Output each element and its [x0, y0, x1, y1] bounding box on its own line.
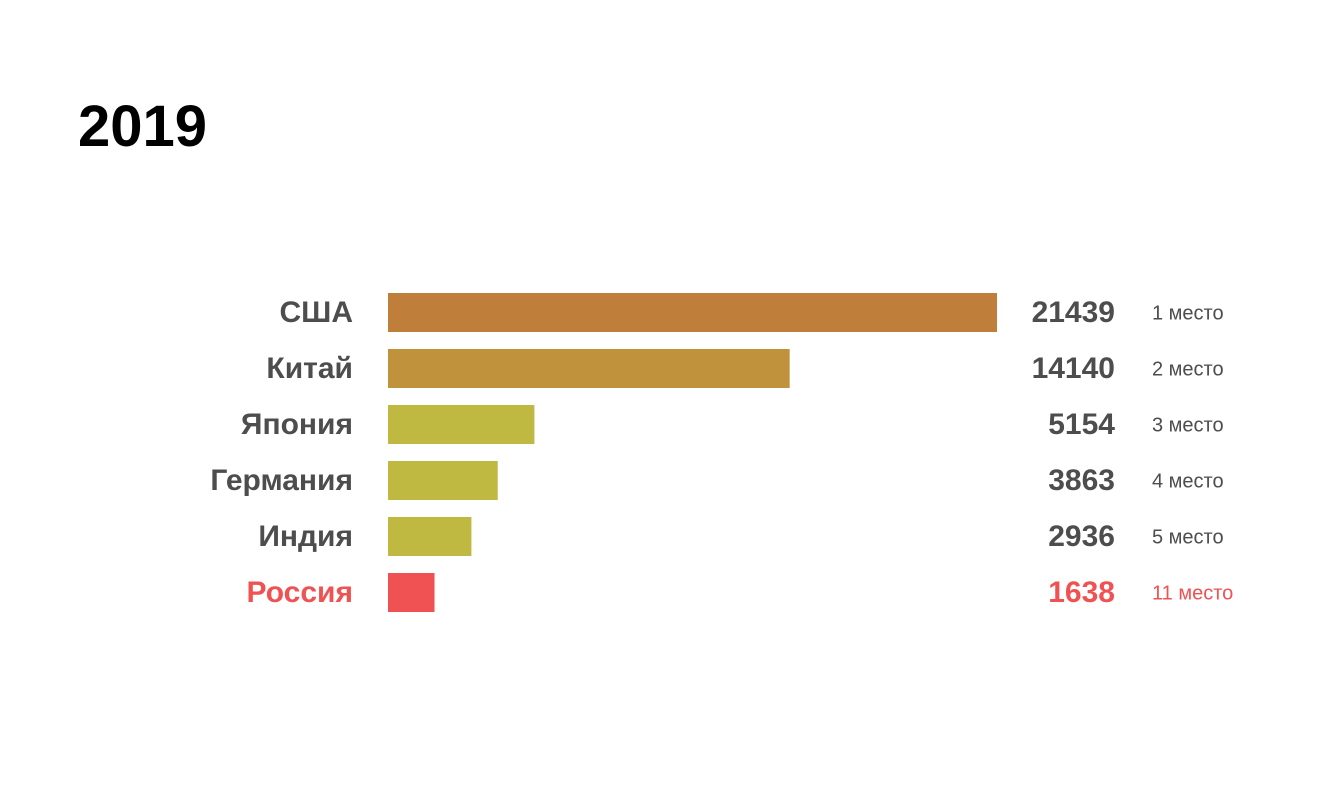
bar — [388, 293, 997, 332]
rank-label: 4 место — [1152, 471, 1224, 493]
bar-row: Китай 14140 2 место — [266, 349, 1224, 388]
bar-row: США 21439 1 место — [280, 293, 1224, 332]
bar — [388, 405, 535, 444]
value-label: 3863 — [1048, 464, 1115, 497]
value-label: 5154 — [1048, 408, 1115, 441]
bar — [388, 349, 790, 388]
bar-row: Индия 2936 5 место — [258, 517, 1224, 556]
rank-label: 1 место — [1152, 303, 1224, 325]
category-label: Россия — [246, 576, 353, 609]
value-label: 21439 — [1032, 296, 1115, 329]
category-label: США — [280, 296, 353, 329]
category-label: Индия — [258, 520, 353, 553]
bar-row: Германия 3863 4 место — [210, 461, 1224, 500]
rank-label: 5 место — [1152, 527, 1224, 549]
rank-label: 3 место — [1152, 415, 1224, 437]
chart-title: 2019 — [78, 94, 208, 159]
rank-label: 11 место — [1152, 583, 1233, 605]
rank-label: 2 место — [1152, 359, 1224, 381]
bar-row: Япония 5154 3 место — [241, 405, 1224, 444]
bar — [388, 461, 498, 500]
bar — [388, 573, 435, 612]
category-label: Китай — [266, 352, 353, 385]
bar — [388, 517, 472, 556]
value-label: 2936 — [1048, 520, 1115, 553]
category-label: Япония — [241, 408, 353, 441]
value-label: 1638 — [1048, 576, 1115, 609]
value-label: 14140 — [1032, 352, 1115, 385]
category-label: Германия — [210, 464, 353, 497]
bar-row: Россия 1638 11 место — [246, 573, 1233, 612]
